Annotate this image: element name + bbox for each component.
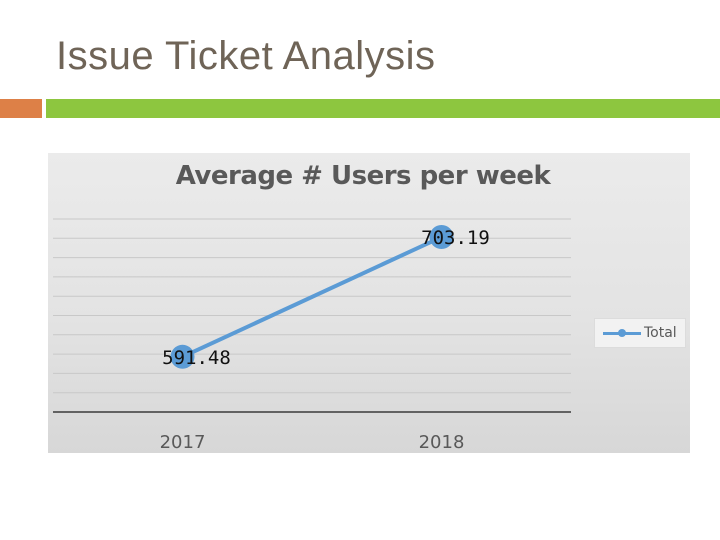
data-point-2018 [429,225,454,250]
legend-label-total: Total [644,325,677,341]
line-chart: 2017 2018 591.48 703.19 [53,218,571,453]
data-point-2017 [170,344,195,369]
x-tick-label-2018: 2018 [419,432,465,453]
accent-bar-green [46,99,720,118]
accent-bar-orange [0,99,42,118]
data-label-2018: 703.19 [421,227,490,249]
slide-title: Issue Ticket Analysis [56,34,436,78]
chart-title: Average # Users per week [175,161,551,191]
chart-area: 2017 2018 591.48 703.19 Average # Users per… [48,153,690,453]
x-tick-label-2017: 2017 [160,432,206,453]
legend-dot-marker [618,329,626,337]
series-line-0 [181,235,443,359]
chart-legend: Total [594,318,686,348]
data-label-2017: 591.48 [162,347,231,369]
